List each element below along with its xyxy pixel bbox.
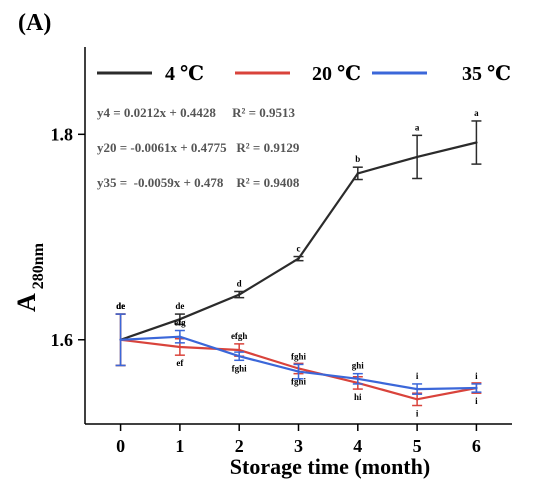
data-point: [475, 141, 478, 144]
significance-letter: b: [355, 154, 360, 164]
legend-label-20c: 20 ℃: [312, 63, 361, 85]
panel-label: (A): [18, 10, 51, 36]
significance-letter: fghi: [232, 363, 248, 373]
x-tick-label: 6: [472, 436, 481, 456]
equation-20c: y20 = -0.0061x + 0.4775 R² = 0.9129: [97, 140, 300, 155]
y-axis-label-subscript: 280nm: [30, 242, 47, 289]
x-tick-label: 3: [294, 436, 303, 456]
data-point: [297, 257, 300, 260]
data-point: [297, 370, 300, 373]
data-point: [237, 355, 241, 358]
significance-letter: ef: [176, 358, 184, 368]
significance-letter: a: [474, 108, 479, 118]
significance-letter: hi: [354, 392, 362, 402]
y-axis-label: A 280nm: [12, 242, 47, 312]
significance-letter: i: [416, 409, 419, 419]
significance-letter: fghi: [291, 377, 307, 387]
data-point: [119, 338, 122, 341]
x-tick-label: 0: [116, 436, 125, 456]
significance-letter: a: [415, 122, 420, 132]
series-line: [120, 141, 477, 341]
significance-letter: i: [475, 396, 478, 406]
data-point: [475, 386, 478, 390]
significance-letter: de: [175, 301, 184, 311]
y-ticks: 1.6 1.8: [51, 124, 85, 350]
data-point: [237, 293, 241, 296]
equations: y4 = 0.0212x + 0.4428 R² = 0.9513 y20 = …: [97, 105, 300, 190]
x-axis-label: Storage time (month): [230, 454, 430, 479]
significance-letter: fghi: [291, 351, 307, 361]
data-point: [237, 348, 241, 352]
significance-letter: de: [116, 301, 125, 311]
x-tick-label: 1: [175, 436, 184, 456]
legend-label-4c: 4 ℃: [165, 63, 204, 85]
legend: 4 ℃ 20 ℃ 35 ℃: [97, 63, 511, 85]
data-point: [415, 155, 419, 159]
significance-letter: de: [116, 301, 125, 311]
series-0: de de d c b a a: [115, 108, 482, 367]
x-tick-label: 4: [353, 436, 362, 456]
series-2: de efg fghi fghi ghi i i: [115, 301, 482, 395]
significance-letter: efgh: [231, 331, 248, 341]
data-point: [415, 398, 419, 401]
y-tick-label: 1.6: [51, 330, 74, 350]
x-ticks: 0 1 2 3 4 5 6: [116, 424, 481, 456]
equation-35c: y35 = -0.0059x + 0.478 R² = 0.9408: [97, 175, 300, 190]
data-point: [178, 335, 182, 338]
significance-letter: de: [116, 301, 125, 311]
significance-letter: i: [416, 371, 419, 381]
y-tick-label: 1.8: [51, 124, 74, 144]
significance-letter: ghi: [352, 361, 365, 371]
equation-4c: y4 = 0.0212x + 0.4428 R² = 0.9513: [97, 105, 296, 120]
data-point: [415, 387, 419, 391]
significance-letter: i: [475, 371, 478, 381]
data-point: [356, 377, 360, 381]
significance-letter: c: [297, 244, 301, 254]
y-axis-label-main: A: [12, 293, 41, 312]
data-point: [178, 345, 182, 349]
data-point: [356, 172, 360, 175]
data-point: [178, 318, 182, 321]
significance-letter: d: [237, 278, 242, 288]
significance-letter: efg: [174, 318, 186, 328]
x-tick-label: 2: [235, 436, 244, 456]
legend-label-35c: 35 ℃: [462, 63, 511, 85]
x-tick-label: 5: [413, 436, 422, 456]
series-layer: de dedcbaadeefefghfghihiiideefgfghifghigh…: [115, 108, 482, 419]
